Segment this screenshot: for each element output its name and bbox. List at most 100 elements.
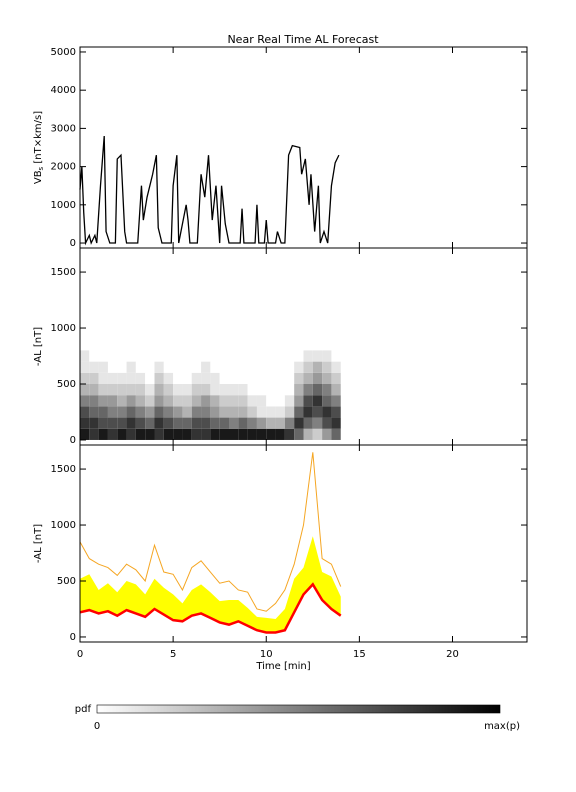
heat-cell [284,361,295,373]
x-tick-label: 10 [260,649,273,660]
heat-cell [303,406,313,418]
heat-cell [107,361,118,373]
heat-cell [98,350,108,362]
heat-cell [126,372,136,384]
heat-cell [210,428,220,440]
heat-cell [145,406,155,418]
heat-cell [284,417,295,429]
heat-cell [117,361,127,373]
heat-cell [331,350,341,362]
heat-cell [312,350,323,362]
heat-cell [163,406,174,418]
heat-cell [294,406,304,418]
heat-cell [312,361,323,373]
colorbar-label: pdf [75,704,92,715]
heat-cell [275,361,285,373]
heat-cell [201,372,211,384]
heat-cell [275,383,285,396]
colorbar-min: 0 [94,721,100,732]
heat-cell [229,372,239,384]
heat-cell [219,361,229,373]
series-line [79,452,342,612]
heat-cell [275,372,285,384]
heat-cell [266,417,276,429]
y-tick-label: 0 [70,238,76,249]
heat-cell [256,428,267,440]
heat-cell [191,406,202,418]
heat-cell [89,395,99,407]
heat-cell [247,383,257,396]
heat-cell [201,428,211,440]
heat-cell [135,361,146,373]
line [79,135,340,246]
heat-cell [331,428,341,440]
heat-cell [294,372,304,384]
heat-cell [89,361,99,373]
heat-cell [256,383,267,396]
heat-cell [145,350,155,362]
y-axis-label: -AL [nT] [33,524,44,563]
heat-cell [256,417,267,429]
heat-cell [107,350,118,362]
heat-cell [331,383,341,396]
heat-cell [331,372,341,384]
heat-cell [135,395,146,407]
heat-cell [266,428,276,440]
heat-cell [154,361,164,373]
heat-cell [145,395,155,407]
band-area [80,536,341,633]
heat-cell [219,383,229,396]
heat-cell [163,372,174,384]
heat-cell [294,350,304,362]
panel [80,350,341,440]
heat-cell [154,395,164,407]
heat-cell [210,417,220,429]
heat-cell [238,361,248,373]
heat-cell [210,395,220,407]
heat-cell [322,372,332,384]
heat-cell [312,395,323,407]
heat-cell [182,395,192,407]
heat-cell [173,361,183,373]
heat-cell [238,406,248,418]
heat-cell [135,350,146,362]
heat-cell [163,361,174,373]
y-tick-label: 2000 [51,162,76,173]
heat-cell [312,417,323,429]
heat-cell [201,406,211,418]
heat-cell [275,428,285,440]
y-tick-label: 1000 [51,200,76,211]
heat-cell [191,417,202,429]
heat-cell [98,406,108,418]
heat-cell [182,428,192,440]
heat-cell [275,406,285,418]
heat-cell [126,395,136,407]
heat-cell [266,383,276,396]
heat-cell [284,372,295,384]
heat-cell [98,395,108,407]
heat-cell [163,417,174,429]
heat-cell [312,406,323,418]
heat-cell [247,395,257,407]
heat-cell [229,395,239,407]
heat-cell [294,428,304,440]
heat-cell [117,417,127,429]
heat-cell [126,361,136,373]
heat-cell [219,372,229,384]
heat-cell [303,428,313,440]
heat-cell [145,361,155,373]
heat-cell [163,383,174,396]
heat-cell [322,383,332,396]
heat-cell [145,428,155,440]
heat-cell [117,395,127,407]
heat-cell [154,428,164,440]
heat-cell [247,372,257,384]
heat-cell [80,428,90,440]
heat-cell [294,395,304,407]
heat-cell [219,428,229,440]
heat-cell [191,383,202,396]
heat-cell [210,406,220,418]
heat-cell [173,428,183,440]
heat-cell [163,350,174,362]
